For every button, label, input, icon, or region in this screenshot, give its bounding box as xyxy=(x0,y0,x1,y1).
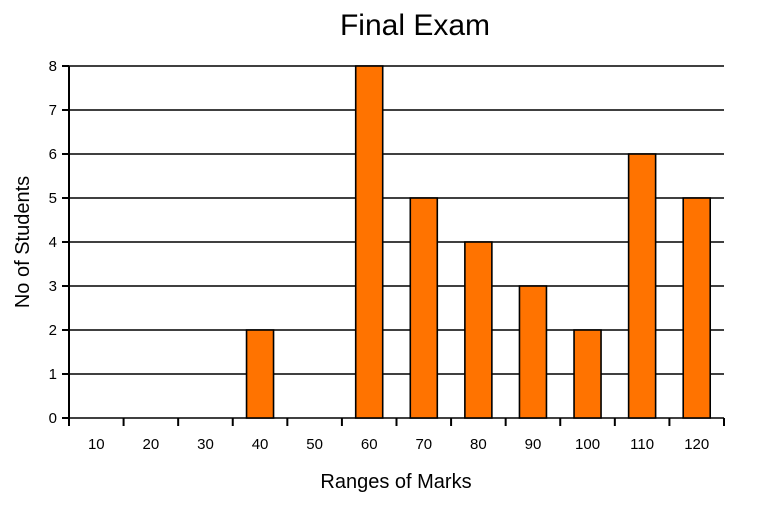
bar-100 xyxy=(573,329,602,419)
bar-80 xyxy=(464,241,493,419)
bar-70 xyxy=(409,197,439,419)
y-tick-label: 0 xyxy=(49,410,57,427)
bar-110 xyxy=(627,153,657,419)
x-tick-label: 90 xyxy=(525,436,542,453)
x-tick-label: 10 xyxy=(88,436,105,453)
y-tick-label: 1 xyxy=(49,366,57,383)
x-axis-label: Ranges of Marks xyxy=(320,471,471,493)
bar-40 xyxy=(245,329,275,419)
x-tick-label: 70 xyxy=(415,436,432,453)
y-axis-label: No of Students xyxy=(12,176,34,308)
x-tick-label: 80 xyxy=(470,436,487,453)
bar-90 xyxy=(518,285,548,419)
x-tick-label: 50 xyxy=(306,436,323,453)
y-tick-label: 2 xyxy=(49,322,57,339)
axes xyxy=(62,65,725,426)
x-tick-label: 40 xyxy=(252,436,269,453)
bar-120 xyxy=(682,197,712,419)
gridlines xyxy=(69,65,724,419)
bar-60 xyxy=(354,65,384,419)
y-tick-label: 6 xyxy=(49,146,57,163)
x-tick-label: 120 xyxy=(684,436,709,453)
y-tick-label: 7 xyxy=(49,102,57,119)
x-tick-label: 100 xyxy=(575,436,600,453)
x-tick-label: 110 xyxy=(630,436,654,453)
x-tick-label: 30 xyxy=(197,436,214,453)
x-tick-label: 20 xyxy=(143,436,160,453)
chart-title: Final Exam xyxy=(340,9,490,42)
x-tick-label: 60 xyxy=(361,436,378,453)
bars xyxy=(245,65,712,419)
y-tick-label: 8 xyxy=(49,58,57,75)
x-tick-labels: 10 20 30 40 50 60 70 80 90 100 110 120 xyxy=(88,436,709,453)
y-tick-labels: 0 1 2 3 4 5 6 7 8 xyxy=(49,58,57,427)
y-tick-label: 5 xyxy=(49,190,57,207)
y-tick-label: 4 xyxy=(49,234,57,251)
y-tick-label: 3 xyxy=(49,278,57,295)
